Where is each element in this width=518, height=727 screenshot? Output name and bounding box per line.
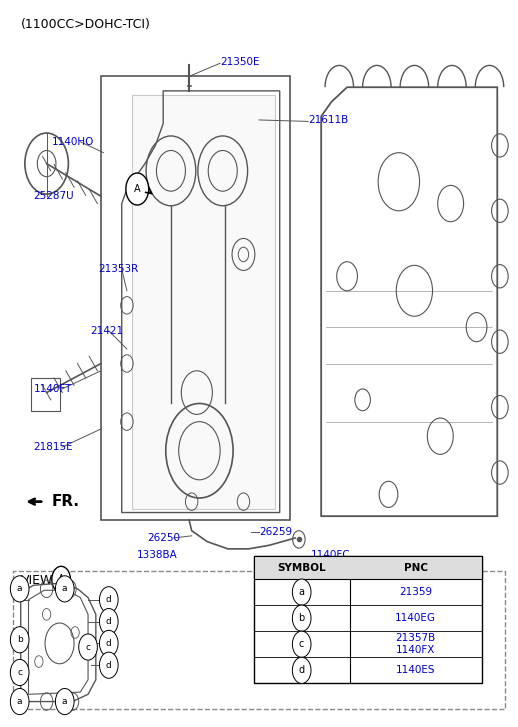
Text: a: a — [299, 587, 305, 597]
Text: 21350E: 21350E — [220, 57, 260, 67]
Text: 21357B
1140FX: 21357B 1140FX — [396, 633, 436, 656]
Text: 1140EG: 1140EG — [395, 613, 436, 623]
Text: d: d — [106, 617, 112, 626]
Circle shape — [126, 173, 149, 205]
Circle shape — [292, 631, 311, 657]
Circle shape — [99, 587, 118, 613]
Bar — [31, 378, 60, 411]
Text: a: a — [62, 585, 67, 593]
Text: 21421: 21421 — [91, 326, 124, 336]
Text: 26259: 26259 — [259, 527, 292, 537]
Circle shape — [10, 576, 29, 602]
Circle shape — [79, 634, 97, 660]
Text: a: a — [17, 585, 22, 593]
Circle shape — [55, 576, 74, 602]
Text: 1140HO: 1140HO — [52, 137, 94, 147]
Text: 1338BA: 1338BA — [137, 550, 178, 560]
Text: a: a — [17, 697, 22, 706]
Text: 25287U: 25287U — [34, 191, 74, 201]
Circle shape — [99, 652, 118, 678]
Text: 1140ES: 1140ES — [396, 665, 436, 675]
Text: b: b — [298, 613, 305, 623]
Text: PNC: PNC — [404, 563, 428, 573]
Circle shape — [292, 657, 311, 683]
Text: d: d — [106, 639, 112, 648]
Text: VIEW: VIEW — [21, 574, 53, 587]
Text: 21815E: 21815E — [34, 442, 73, 452]
Text: 1140FT: 1140FT — [34, 384, 72, 394]
Circle shape — [55, 688, 74, 715]
Circle shape — [52, 566, 70, 593]
Text: d: d — [298, 665, 305, 675]
Circle shape — [10, 688, 29, 715]
Text: a: a — [62, 697, 67, 706]
Text: c: c — [17, 668, 22, 677]
Bar — [254, 556, 482, 579]
Text: A: A — [58, 574, 64, 585]
Text: 21353R: 21353R — [98, 264, 139, 274]
Text: d: d — [106, 595, 112, 604]
Text: c: c — [85, 643, 91, 651]
Text: b: b — [17, 635, 23, 644]
Text: d: d — [106, 661, 112, 670]
Text: 1140FC: 1140FC — [311, 550, 350, 560]
Polygon shape — [132, 95, 275, 509]
Text: 21359: 21359 — [399, 587, 432, 597]
Circle shape — [10, 659, 29, 686]
Text: 21611B: 21611B — [308, 115, 349, 125]
Circle shape — [292, 579, 311, 605]
Circle shape — [10, 627, 29, 653]
Text: c: c — [299, 639, 305, 649]
Circle shape — [99, 608, 118, 635]
Text: A: A — [134, 184, 140, 194]
Text: SYMBOL: SYMBOL — [277, 563, 326, 573]
Bar — [254, 556, 482, 683]
Text: 26250: 26250 — [148, 533, 181, 543]
Text: (1100CC>DOHC-TCI): (1100CC>DOHC-TCI) — [21, 18, 151, 31]
Text: FR.: FR. — [52, 494, 80, 509]
Circle shape — [292, 605, 311, 631]
Circle shape — [99, 630, 118, 656]
